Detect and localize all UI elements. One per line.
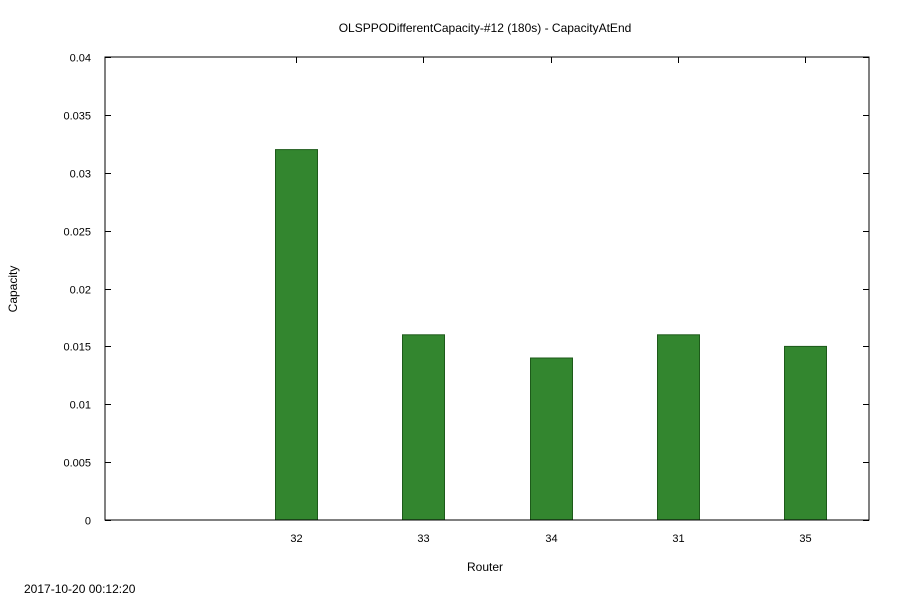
x-axis-label: Router (467, 560, 503, 574)
y-axis-label: Capacity (6, 266, 20, 313)
bar-router-35 (784, 345, 827, 521)
timestamp: 2017-10-20 00:12:20 (24, 582, 136, 596)
bars (275, 149, 827, 521)
y-tick-label: 0.01 (70, 400, 91, 412)
x-tick-label: 33 (417, 533, 429, 545)
y-tick-label: 0.025 (63, 227, 91, 239)
bar-router-34 (530, 357, 573, 521)
chart-title: OLSPPODifferentCapacity-#12 (180s) - Cap… (339, 21, 632, 35)
y-tick-label: 0 (85, 516, 91, 528)
y-tick-label: 0.04 (70, 53, 91, 65)
y-tick-label: 0.015 (63, 342, 91, 354)
bar-router-32 (275, 149, 318, 521)
y-tick-label: 0.03 (70, 169, 91, 181)
x-tick-label: 31 (672, 533, 684, 545)
y-tick-label: 0.005 (63, 458, 91, 470)
plot-frame (104, 56, 870, 521)
x-tick-label: 35 (799, 533, 811, 545)
bar-router-31 (657, 334, 700, 521)
x-tick-label: 34 (545, 533, 557, 545)
bar-router-33 (402, 334, 445, 521)
x-tick-label: 32 (290, 533, 302, 545)
y-tick-label: 0.035 (63, 111, 91, 123)
axis-ticks: 0 0.005 0.01 0.015 0.02 0.025 0.03 0.035 0.04 32 3… (63, 53, 869, 545)
y-tick-label: 0.02 (70, 285, 91, 297)
